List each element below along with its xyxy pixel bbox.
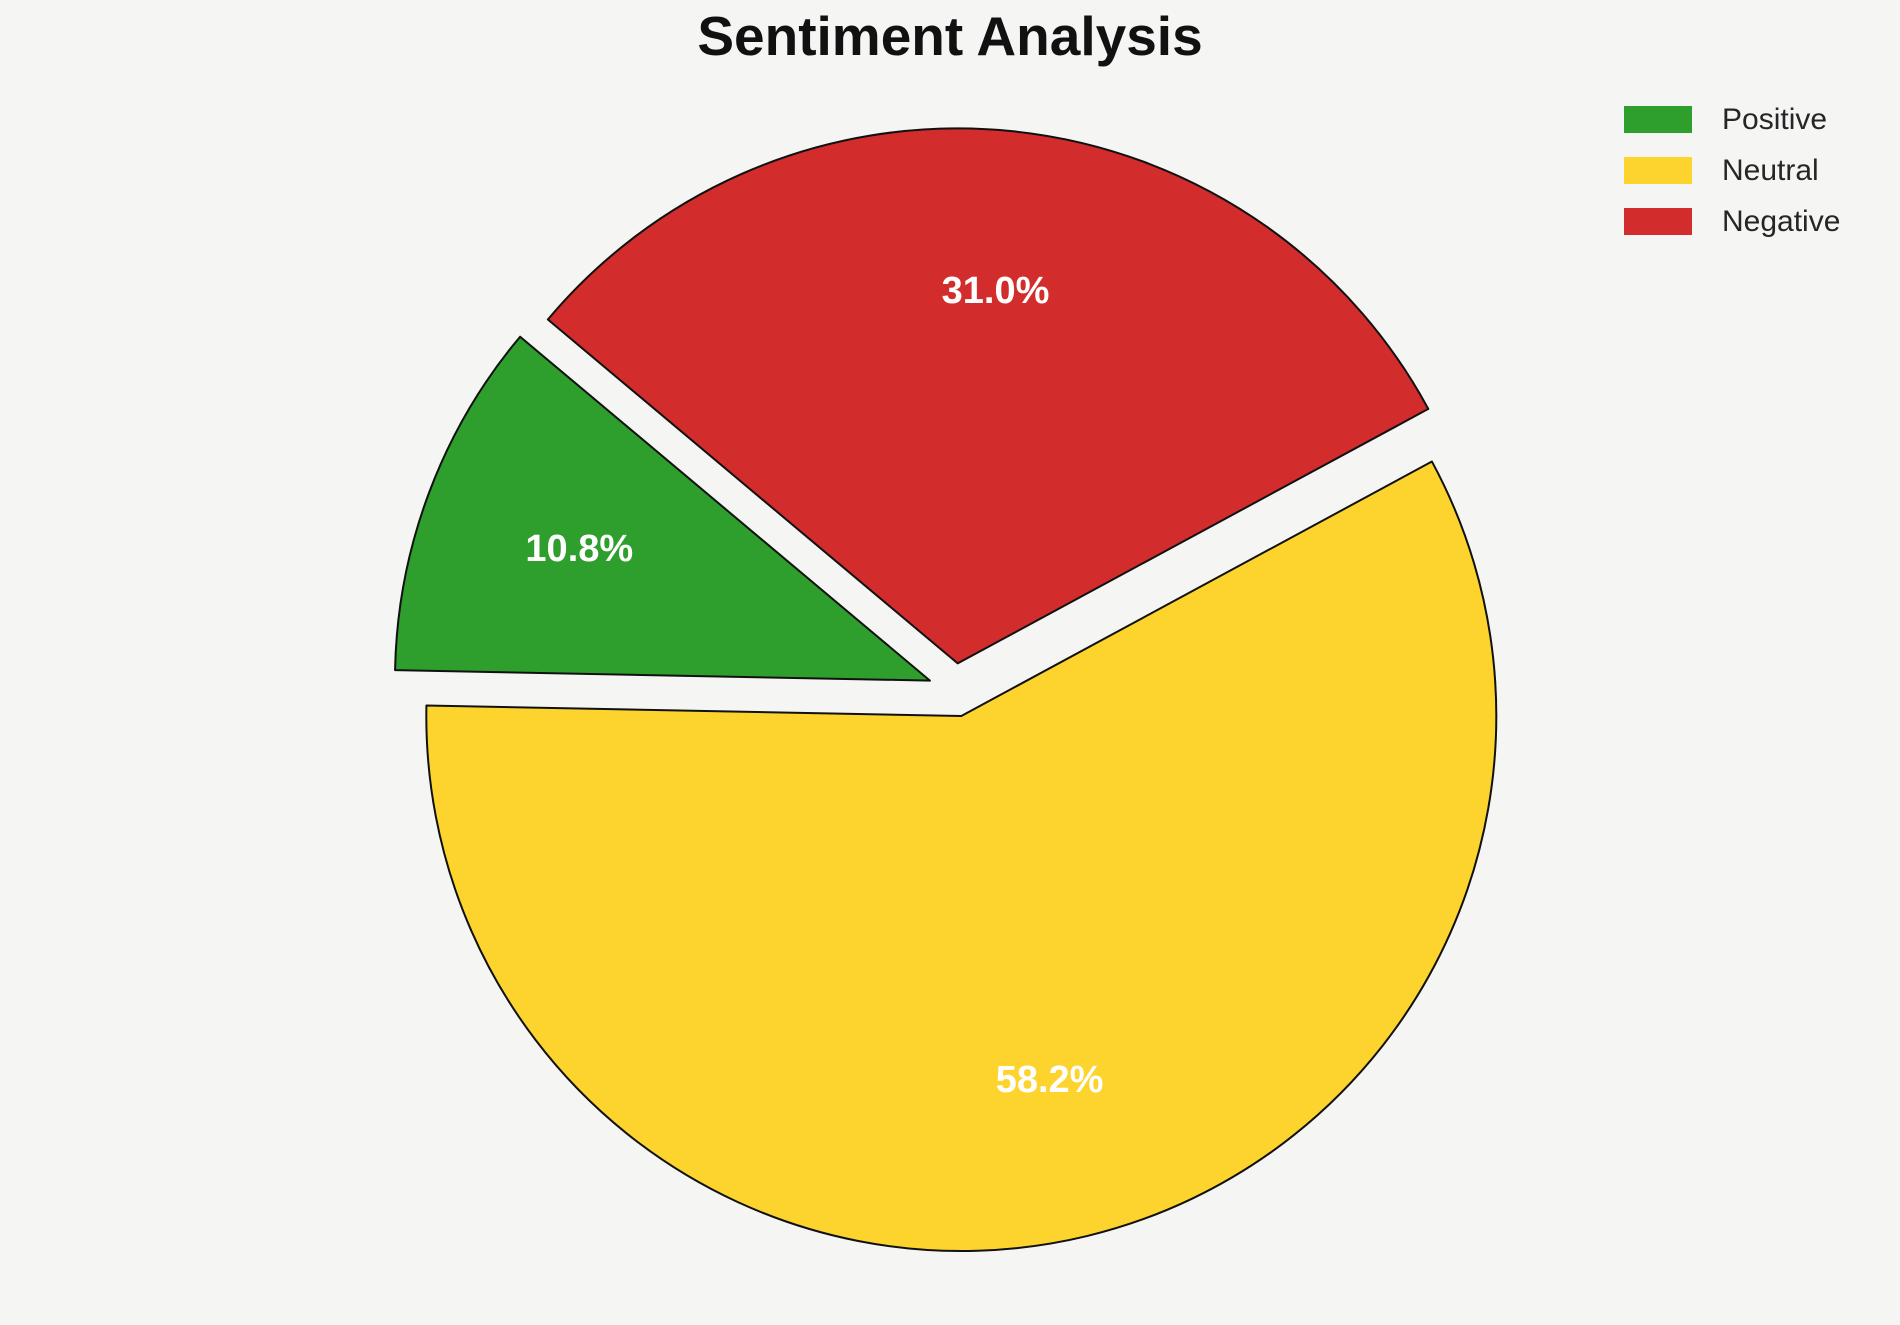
legend-item-neutral: Neutral xyxy=(1624,145,1840,196)
pie-slice-neutral xyxy=(425,460,1498,1252)
chart-title: Sentiment Analysis xyxy=(697,5,1203,67)
pie-slice-negative xyxy=(546,127,1430,665)
legend-label-positive: Positive xyxy=(1722,102,1828,136)
legend-label-negative: Negative xyxy=(1722,204,1841,238)
legend-item-negative: Negative xyxy=(1624,196,1840,247)
legend-swatch-positive xyxy=(1624,106,1692,133)
legend-label-neutral: Neutral xyxy=(1722,153,1819,187)
pie-slice-label-negative: 31.0% xyxy=(942,270,1050,312)
pie-slice-label-neutral: 58.2% xyxy=(996,1059,1104,1101)
legend-item-positive: Positive xyxy=(1624,94,1840,145)
legend: Positive Neutral Negative xyxy=(1624,94,1840,247)
pie-slice-positive xyxy=(394,335,931,682)
legend-swatch-negative xyxy=(1624,208,1692,235)
pie-slice-label-positive: 10.8% xyxy=(525,528,633,570)
legend-swatch-neutral xyxy=(1624,157,1692,184)
